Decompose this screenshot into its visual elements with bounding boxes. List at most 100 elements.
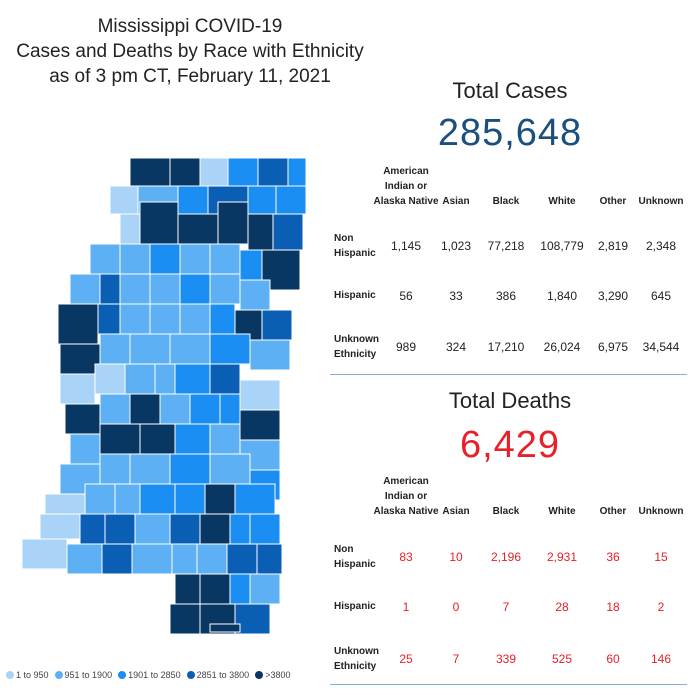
legend-label: 1901 to 2850 <box>128 670 181 680</box>
county-tile <box>287 157 307 187</box>
county-tile <box>199 157 229 187</box>
county-tile <box>261 309 293 341</box>
county-tile <box>169 333 211 365</box>
column-header-line: Indian or <box>384 491 428 502</box>
table-cell: 60 <box>606 652 620 666</box>
deaths-table: American Indian or Alaska Native Asian Black… <box>330 474 690 684</box>
legend-label: 1 to 950 <box>16 670 49 680</box>
county-tile <box>177 185 209 215</box>
county-tile <box>209 333 251 365</box>
county-tile <box>109 185 139 215</box>
table-cell: 10 <box>449 550 463 564</box>
county-tile <box>21 538 68 570</box>
table-cell: 15 <box>654 550 668 564</box>
column-header-line: Unknown <box>638 506 684 517</box>
column-header-line: Unknown <box>638 196 684 207</box>
table-cell: 26,024 <box>543 340 581 354</box>
total-deaths-value: 6,429 <box>459 424 561 466</box>
county-tile <box>129 333 171 365</box>
county-tile <box>217 201 249 245</box>
table-cell: 645 <box>650 289 672 303</box>
table-cell: 2,931 <box>546 550 578 564</box>
column-header: Unknown <box>621 504 695 519</box>
table-cell: 33 <box>449 289 463 303</box>
county-tile <box>119 303 151 335</box>
county-tile <box>234 483 276 515</box>
column-header: Unknown <box>621 194 695 209</box>
table-cell: 108,779 <box>540 239 584 253</box>
table-cell: 7 <box>452 652 460 666</box>
column-header: American Indian or Alaska Native <box>366 164 446 209</box>
table-cell: 525 <box>551 652 573 666</box>
total-deaths-title: Total Deaths <box>448 388 572 413</box>
county-tile <box>99 423 141 455</box>
table-cell: 28 <box>555 600 569 614</box>
county-tile <box>169 603 201 635</box>
county-tile <box>84 483 116 515</box>
county-tile <box>149 273 181 305</box>
row-label-line: Ethnicity <box>334 348 377 360</box>
column-header-line: Asian <box>442 506 470 517</box>
county-tile <box>69 433 101 465</box>
county-tile <box>209 423 241 455</box>
column-header: Black <box>466 194 546 209</box>
legend-swatch <box>255 671 264 679</box>
county-tile <box>97 303 121 335</box>
county-tile <box>249 573 281 605</box>
legend-label: 951 to 1900 <box>64 670 113 680</box>
table-cell: 6,975 <box>597 340 629 354</box>
total-cases-value: 285,648 <box>437 112 583 154</box>
county-tile <box>247 213 274 255</box>
county-tile <box>66 543 103 575</box>
county-tile <box>226 543 258 575</box>
table-cell: 18 <box>606 600 620 614</box>
legend-item: 1901 to 2850 <box>118 670 181 680</box>
county-tile <box>247 185 277 215</box>
legend-item: 1 to 950 <box>6 670 49 680</box>
county-tile <box>239 409 281 441</box>
county-tile <box>256 543 283 575</box>
county-tile <box>57 303 99 345</box>
county-tile <box>131 543 173 575</box>
county-tile <box>229 573 251 605</box>
column-header-line: Black <box>492 196 520 207</box>
county-tile <box>99 333 131 365</box>
column-header-line: Other <box>599 506 627 517</box>
county-tile <box>179 243 211 275</box>
column-header-line: Asian <box>442 196 470 207</box>
column-header-line: Alaska Native <box>373 196 439 207</box>
column-header-line: American <box>383 166 429 177</box>
table-cell: 2,819 <box>597 239 629 253</box>
row-label-line: Ethnicity <box>334 660 377 672</box>
county-tile <box>89 243 121 275</box>
row-label: Unknown Ethnicity <box>334 332 379 362</box>
county-tile <box>199 573 231 605</box>
column-header: White <box>522 194 602 209</box>
county-tile <box>159 393 191 425</box>
row-label-line: Unknown <box>334 333 379 345</box>
table-cell: 1,145 <box>390 239 422 253</box>
county-tile <box>239 279 271 311</box>
county-tile <box>114 483 141 515</box>
county-tile <box>134 513 171 545</box>
row-label-line: Hispanic <box>334 290 376 301</box>
county-tile <box>275 185 307 215</box>
table-cell: 2,348 <box>645 239 677 253</box>
legend-label: >3800 <box>265 670 291 680</box>
table-cell: 17,210 <box>487 340 525 354</box>
county-tile <box>139 201 179 245</box>
table-cell: 25 <box>399 652 413 666</box>
county-tile <box>149 303 181 335</box>
county-tile <box>104 513 136 545</box>
row-label: Non Hispanic <box>334 231 376 261</box>
county-tile <box>174 423 211 455</box>
row-label-line: Non <box>334 232 354 244</box>
county-tile <box>99 393 131 425</box>
legend-swatch <box>6 671 14 679</box>
table-cell: 7 <box>502 600 510 614</box>
row-label-line: Hispanic <box>334 247 376 259</box>
table-cell: 77,218 <box>487 239 525 253</box>
table-cell: 83 <box>399 550 413 564</box>
map-legend: 1 to 950 951 to 1900 1901 to 2850 2851 to 3… <box>6 670 290 680</box>
county-tile <box>99 273 121 305</box>
